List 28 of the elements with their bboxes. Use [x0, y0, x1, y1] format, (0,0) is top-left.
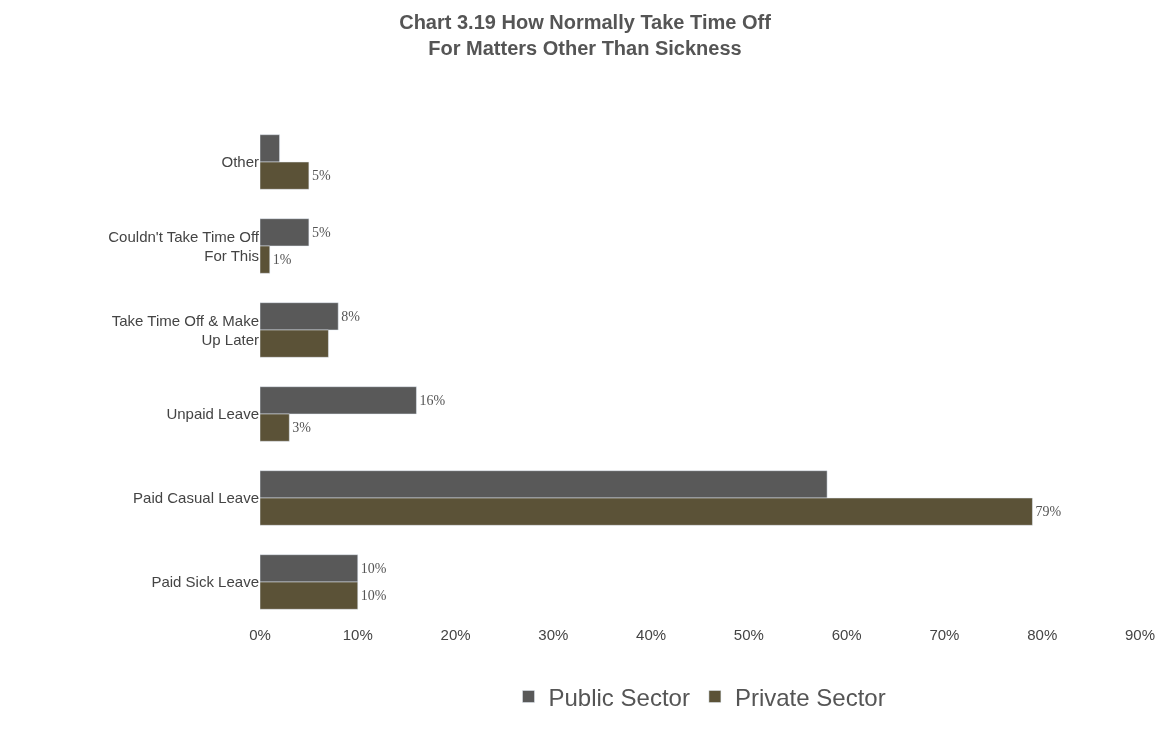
data-label: 79%: [1035, 504, 1062, 520]
y-tick-label: Take Time Off & Make Up Later: [111, 311, 259, 348]
x-tick-label: 50%: [733, 626, 764, 643]
y-tick-label: Paid Sick Leave: [151, 573, 259, 591]
y-tick-label: Couldn't Take Time Off For This: [108, 227, 260, 264]
legend-label: Private Sector: [734, 683, 886, 711]
y-tick-label: Paid Casual Leave: [133, 489, 259, 507]
x-tick-label: 20%: [440, 626, 471, 643]
x-tick-label: 70%: [929, 626, 960, 643]
data-label: 1%: [272, 252, 292, 268]
chart-title: Chart 3.19 How Normally Take Time Off For Matters Other Than Sickness: [399, 11, 772, 60]
data-label: 5%: [311, 168, 331, 184]
data-label: 10%: [360, 588, 387, 604]
x-tick-label: 10%: [342, 626, 373, 643]
data-label: 16%: [419, 392, 446, 408]
y-tick-label: Other: [221, 153, 259, 171]
data-label: 10%: [360, 560, 387, 576]
x-tick-label: 80%: [1027, 626, 1058, 643]
x-tick-label: 30%: [538, 626, 569, 643]
x-tick-label: 0%: [249, 626, 271, 643]
x-tick-label: 90%: [1124, 626, 1156, 643]
legend-label: Public Sector: [548, 683, 690, 711]
data-label: 8%: [341, 308, 361, 324]
x-tick-label: 60%: [831, 626, 862, 643]
data-label: 5%: [311, 224, 331, 240]
y-tick-label: Unpaid Leave: [166, 405, 259, 423]
data-label: 3%: [292, 420, 312, 436]
x-tick-label: 40%: [636, 626, 667, 643]
